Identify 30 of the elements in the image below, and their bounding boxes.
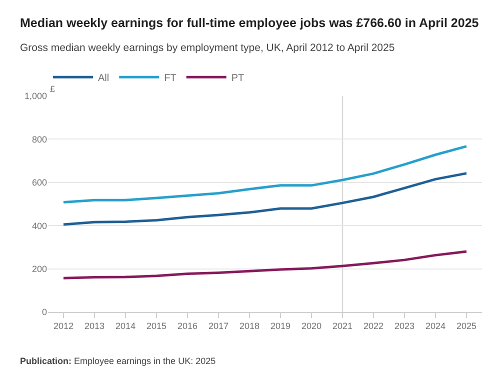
x-tick-label: 2013 (84, 320, 105, 331)
x-tick-label: 2024 (425, 320, 446, 331)
legend-label: FT (164, 73, 176, 84)
x-tick-label: 2019 (270, 320, 291, 331)
line-series (62, 250, 468, 280)
x-tick-label: 2025 (456, 320, 477, 331)
y-tick-label: 400 (32, 220, 47, 231)
y-tick-label: 200 (32, 264, 47, 274)
chart-subtitle: Gross median weekly earnings by employment type, UK, April 2012 to April 2025 (20, 42, 395, 54)
x-tick-label: 2023 (394, 320, 415, 331)
text: Publication: Employee earnings in the UK: 2025 (20, 356, 216, 366)
y-tick-label: 1,000 (24, 91, 47, 102)
x-tick-label: 2012 (53, 320, 74, 331)
y-tick-label: 600 (32, 178, 47, 188)
x-tick-label: 2016 (177, 320, 198, 331)
x-tick-label: 2020 (301, 320, 322, 331)
y-tick-label: 800 (32, 134, 47, 144)
y-axis-title: £ (50, 84, 56, 94)
line-series (62, 145, 468, 204)
x-tick-label: 2017 (208, 320, 229, 331)
chart-title: Median weekly earnings for full-time employee jobs was £766.60 in April 2025 (20, 16, 479, 30)
x-tick-label: 2015 (146, 320, 167, 331)
legend-label: All (98, 73, 110, 84)
y-tick-label: 0 (42, 307, 47, 318)
line-series (62, 172, 468, 226)
x-tick-label: 2021 (332, 320, 353, 331)
x-tick-label: 2018 (239, 320, 260, 331)
legend-label: PT (231, 73, 244, 84)
x-tick-label: 2022 (363, 320, 384, 331)
x-tick-label: 2014 (115, 320, 136, 331)
